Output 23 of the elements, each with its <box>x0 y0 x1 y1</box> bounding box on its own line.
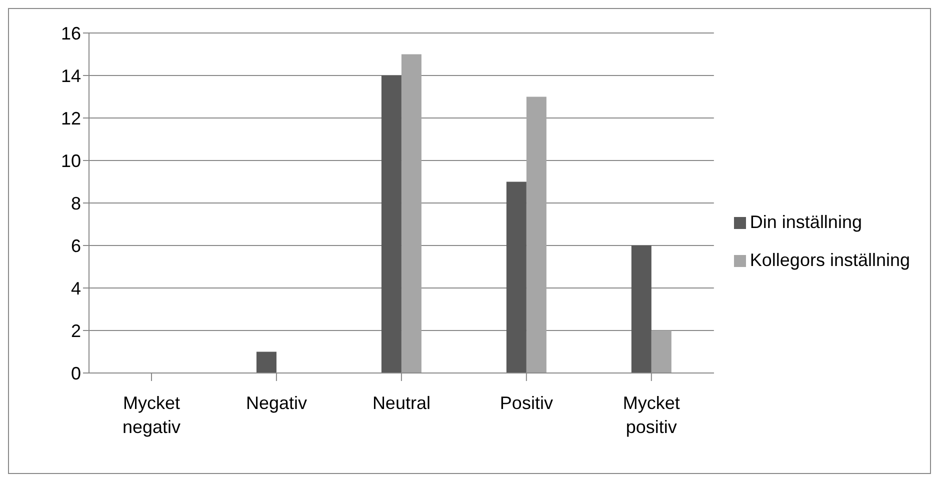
legend-label: Din inställning <box>750 212 862 232</box>
x-tick-label: Negativ <box>246 393 307 413</box>
bar <box>381 76 402 373</box>
bar <box>651 330 672 373</box>
x-tick-label: Mycket positiv <box>622 393 680 437</box>
x-tick-label: Mycket negativ <box>122 393 181 437</box>
y-tick-label: 14 <box>60 66 81 86</box>
x-tick-label: Neutral <box>372 393 430 413</box>
y-tick-label: 16 <box>60 23 81 44</box>
bar <box>631 246 652 373</box>
bar <box>401 54 422 373</box>
y-tick-label: 8 <box>70 193 81 214</box>
y-tick-label: 4 <box>70 278 81 298</box>
y-tick-label: 12 <box>60 108 81 128</box>
legend-label: Kollegors inställning <box>750 250 910 270</box>
x-tick-label: Positiv <box>500 393 553 413</box>
y-tick-label: 2 <box>70 320 81 341</box>
y-tick-label: 6 <box>70 236 81 256</box>
bar <box>256 352 276 373</box>
y-tick-label: 0 <box>70 363 81 384</box>
bar <box>506 182 526 373</box>
y-tick-label: 10 <box>60 150 81 171</box>
bar <box>526 96 546 373</box>
